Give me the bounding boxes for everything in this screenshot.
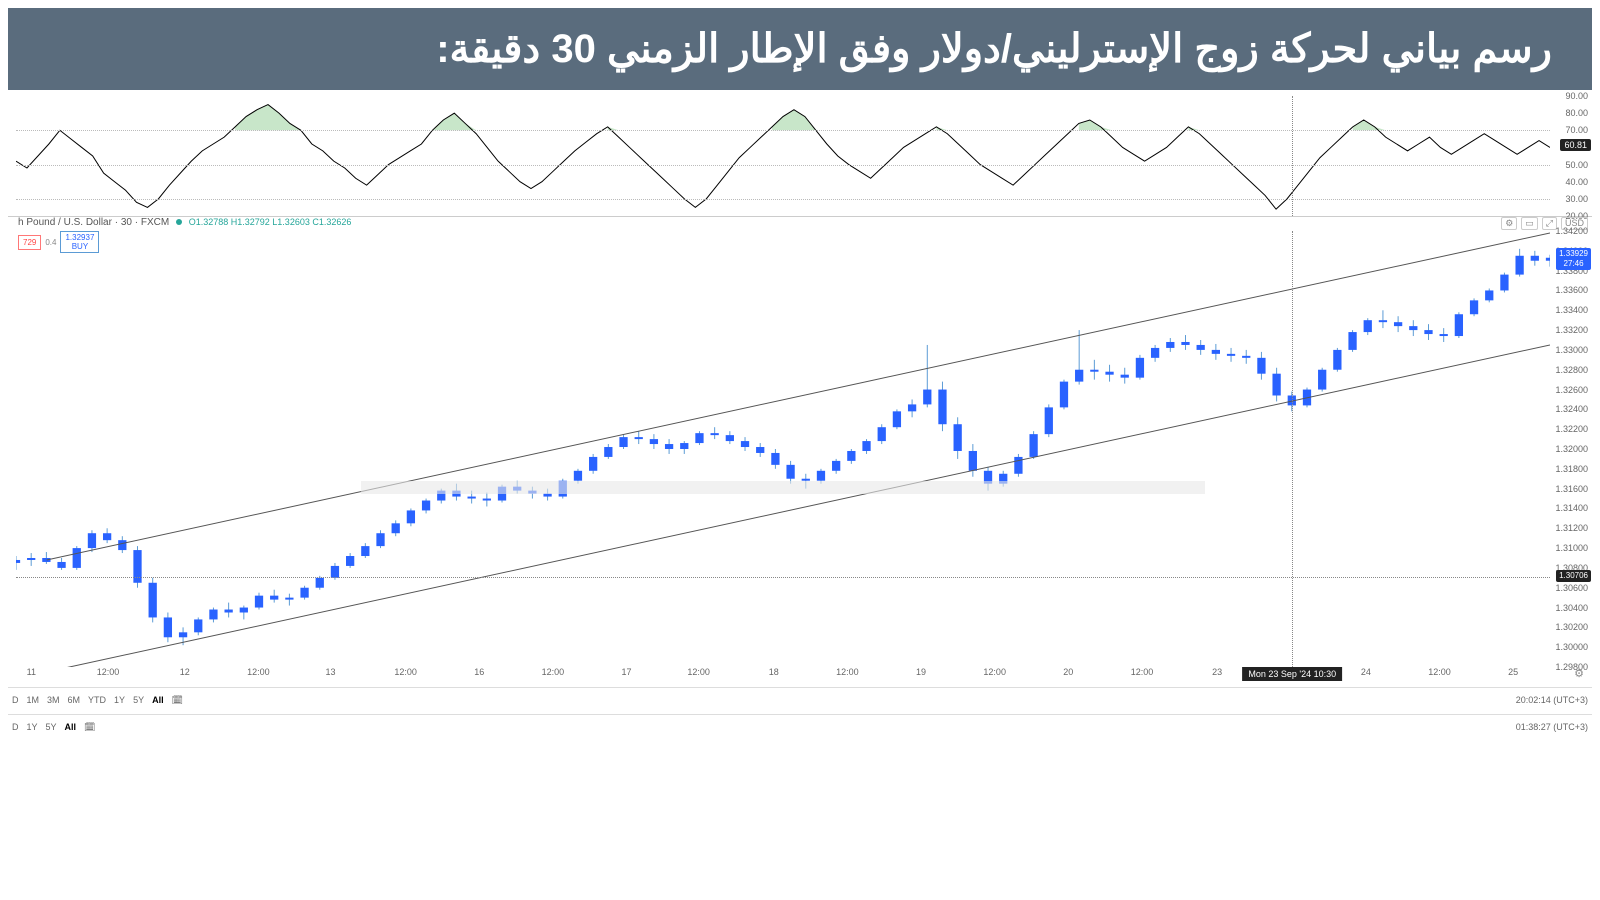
x-tick: 13 [325, 667, 335, 677]
timeframe-YTD[interactable]: YTD [88, 695, 106, 705]
x-tick: 11 [27, 667, 36, 677]
x-tick: 12 [180, 667, 190, 677]
x-tick: 12:00 [836, 667, 859, 677]
price-pane: h Pound / U.S. Dollar · 30 · FXCM O1.327… [8, 217, 1592, 667]
x-tick: 12:00 [394, 667, 417, 677]
timeframe-All[interactable]: All [65, 722, 77, 732]
timeframe-1Y[interactable]: 1Y [114, 695, 125, 705]
price-y-axis: 1.298001.300001.302001.304001.306001.308… [1552, 231, 1592, 667]
oscillator-y-axis: 20.0030.0040.0050.0070.0080.0090.0060.81 [1552, 96, 1592, 216]
x-tick: 12:00 [247, 667, 270, 677]
ohlc-readout: O1.32788 H1.32792 L1.32603 C1.32626 [189, 217, 352, 227]
x-tick: 12:00 [1428, 667, 1451, 677]
x-crosshair-label: Mon 23 Sep '24 10:30 [1242, 667, 1342, 681]
timeframe-1Y[interactable]: 1Y [27, 722, 38, 732]
x-tick: 12:00 [542, 667, 565, 677]
footer-bar-2: D 1Y 5Y All 🗓 01:38:27 (UTC+3) [8, 714, 1592, 739]
timeframe-5Y[interactable]: 5Y [133, 695, 144, 705]
symbol-header: h Pound / U.S. Dollar · 30 · FXCM O1.327… [18, 217, 351, 228]
footer-bar-1: D 1M 3M 6M YTD 1Y 5Y All 🗓 20:02:14 (UTC+3) [8, 687, 1592, 712]
price-plot[interactable] [16, 231, 1550, 667]
time-x-axis: ⚙ 1112:001212:001312:001612:001712:00181… [16, 667, 1550, 685]
symbol-text: h Pound / U.S. Dollar · 30 · FXCM [18, 217, 169, 228]
title-banner: رسم بياني لحركة زوج الإسترليني/دولار وفق… [8, 8, 1592, 90]
timeframe-row-2: D 1Y 5Y All 🗓 [12, 722, 103, 733]
timeframe-6M[interactable]: 6M [68, 695, 81, 705]
timeframe-3M[interactable]: 3M [47, 695, 60, 705]
timeframe-D[interactable]: D [12, 722, 19, 732]
calendar-icon[interactable]: 🗓 [84, 722, 95, 732]
settings-icon[interactable]: ⚙ [1501, 217, 1517, 230]
x-tick: 23 [1212, 667, 1222, 677]
timeframe-D[interactable]: D [12, 695, 19, 705]
clock-2: 01:38:27 (UTC+3) [1516, 722, 1588, 732]
x-tick: 24 [1361, 667, 1371, 677]
layout-icon[interactable]: ▭ [1521, 217, 1538, 230]
x-tick: 12:00 [687, 667, 710, 677]
x-tick: 16 [474, 667, 484, 677]
x-tick: 19 [916, 667, 926, 677]
x-tick: 20 [1063, 667, 1073, 677]
axis-settings-icon[interactable]: ⚙ [1574, 667, 1584, 680]
oscillator-pane: 20.0030.0040.0050.0070.0080.0090.0060.81 [8, 96, 1592, 217]
x-tick: 12:00 [97, 667, 120, 677]
x-tick: 25 [1508, 667, 1518, 677]
clock-1: 20:02:14 (UTC+3) [1516, 695, 1588, 705]
status-dot-icon [176, 219, 182, 225]
timeframe-5Y[interactable]: 5Y [46, 722, 57, 732]
timeframe-row-1: D 1M 3M 6M YTD 1Y 5Y All 🗓 [12, 695, 191, 706]
x-tick: 12:00 [983, 667, 1006, 677]
timeframe-1M[interactable]: 1M [27, 695, 40, 705]
calendar-icon[interactable]: 🗓 [172, 695, 183, 705]
x-tick: 12:00 [1131, 667, 1154, 677]
oscillator-plot[interactable] [16, 96, 1550, 216]
x-tick: 17 [622, 667, 632, 677]
x-tick: 18 [769, 667, 779, 677]
timeframe-All[interactable]: All [152, 695, 164, 705]
